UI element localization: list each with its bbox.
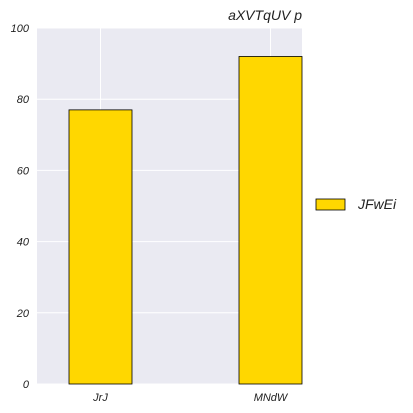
y-tick-label-3: 60 (17, 165, 30, 177)
bar-JrJ (68, 109, 133, 385)
chart-title: aXVTqUV p (228, 7, 302, 23)
bar-MNdW (238, 56, 303, 385)
y-tick-label-2: 40 (17, 237, 30, 249)
legend-swatch (315, 198, 346, 211)
y-tick-label-4: 80 (17, 94, 30, 106)
x-tick-label-0: JrJ (92, 392, 108, 404)
legend: JFwEi (315, 196, 397, 212)
x-tick-label-1: MNdW (254, 392, 289, 404)
legend-label: JFwEi (357, 196, 397, 212)
y-tick-label-5: 100 (11, 23, 30, 35)
x-axis-ticks: JrJ MNdW (92, 392, 289, 404)
bars (68, 56, 303, 385)
y-axis-ticks: 0 20 40 60 80 100 (11, 23, 30, 391)
y-tick-label-0: 0 (23, 379, 30, 391)
y-tick-label-1: 20 (16, 308, 30, 320)
